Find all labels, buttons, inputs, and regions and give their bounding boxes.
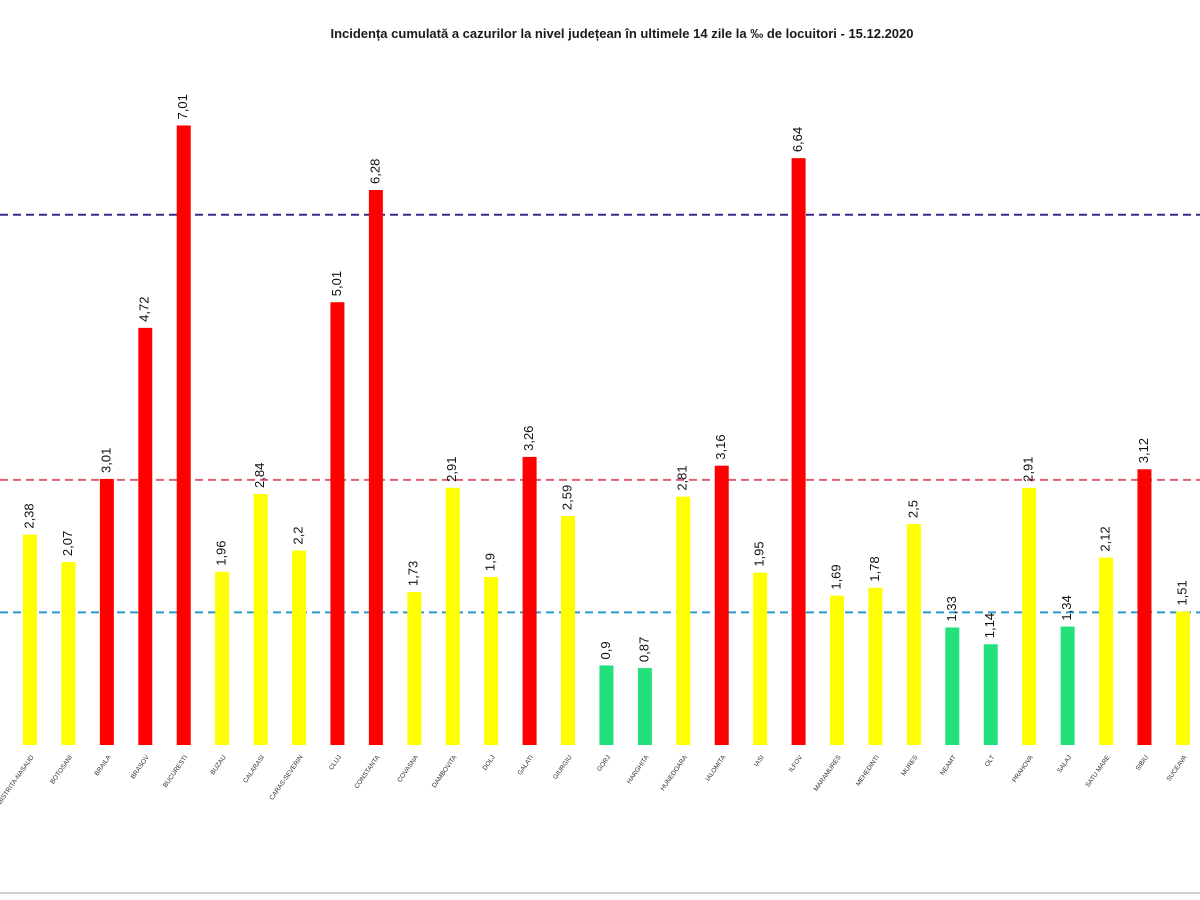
value-label: 2,5: [905, 500, 920, 518]
bar: [292, 550, 307, 745]
bar: [599, 665, 614, 745]
value-label: 7,01: [175, 94, 190, 119]
bar: [637, 668, 652, 745]
value-label: 1,14: [982, 613, 997, 638]
value-label: 1,73: [406, 561, 421, 586]
value-label: 1,69: [828, 564, 843, 589]
bar: [676, 496, 691, 745]
value-label: 2,81: [675, 465, 690, 490]
value-label: 2,12: [1097, 526, 1112, 551]
value-label: 4,72: [137, 297, 152, 322]
value-label: 1,33: [944, 596, 959, 621]
bar: [176, 125, 191, 745]
chart-title: Incidența cumulată a cazurilor la nivel …: [330, 26, 913, 41]
bar: [753, 572, 768, 745]
value-label: 6,28: [367, 159, 382, 184]
value-label: 3,01: [98, 448, 113, 473]
bar: [1022, 487, 1037, 745]
bar: [407, 592, 422, 745]
bar: [215, 571, 230, 745]
value-label: 2,84: [252, 463, 267, 488]
value-label: 0,9: [598, 641, 613, 659]
value-label: 3,26: [521, 426, 536, 451]
value-label: 2,2: [290, 526, 305, 544]
bar: [1137, 469, 1152, 745]
value-label: 2,59: [559, 485, 574, 510]
bar: [138, 327, 153, 745]
bar: [830, 595, 845, 745]
bar: [253, 494, 268, 745]
bar: [368, 189, 383, 746]
bar: [983, 644, 998, 745]
bar: [61, 562, 76, 745]
value-label: 2,38: [21, 503, 36, 528]
bar: [561, 516, 576, 745]
value-label: 5,01: [329, 271, 344, 296]
bar: [484, 577, 499, 745]
bar: [868, 587, 883, 745]
value-label: 1,95: [752, 541, 767, 566]
bar: [945, 627, 960, 745]
bar: [1060, 626, 1075, 745]
bar: [791, 158, 806, 745]
value-label: 1,34: [1059, 595, 1074, 620]
bar: [1099, 557, 1114, 745]
bar: [714, 465, 729, 745]
bar: [99, 478, 114, 745]
value-label: 6,64: [790, 127, 805, 152]
value-label: 1,78: [867, 556, 882, 581]
value-label: 0,87: [636, 637, 651, 662]
bar: [23, 534, 37, 745]
bar: [1175, 611, 1190, 745]
value-label: 3,12: [1136, 438, 1151, 463]
value-label: 1,96: [214, 540, 229, 565]
bar: [906, 524, 921, 745]
bar: [522, 456, 537, 745]
value-label: 2,91: [1021, 457, 1036, 482]
value-label: 2,07: [60, 531, 75, 556]
value-label: 1,51: [1174, 580, 1189, 605]
bar: [330, 302, 345, 745]
value-label: 1,9: [483, 553, 498, 571]
bar: [445, 487, 460, 745]
value-label: 3,16: [713, 434, 728, 459]
value-label: 2,91: [444, 457, 459, 482]
